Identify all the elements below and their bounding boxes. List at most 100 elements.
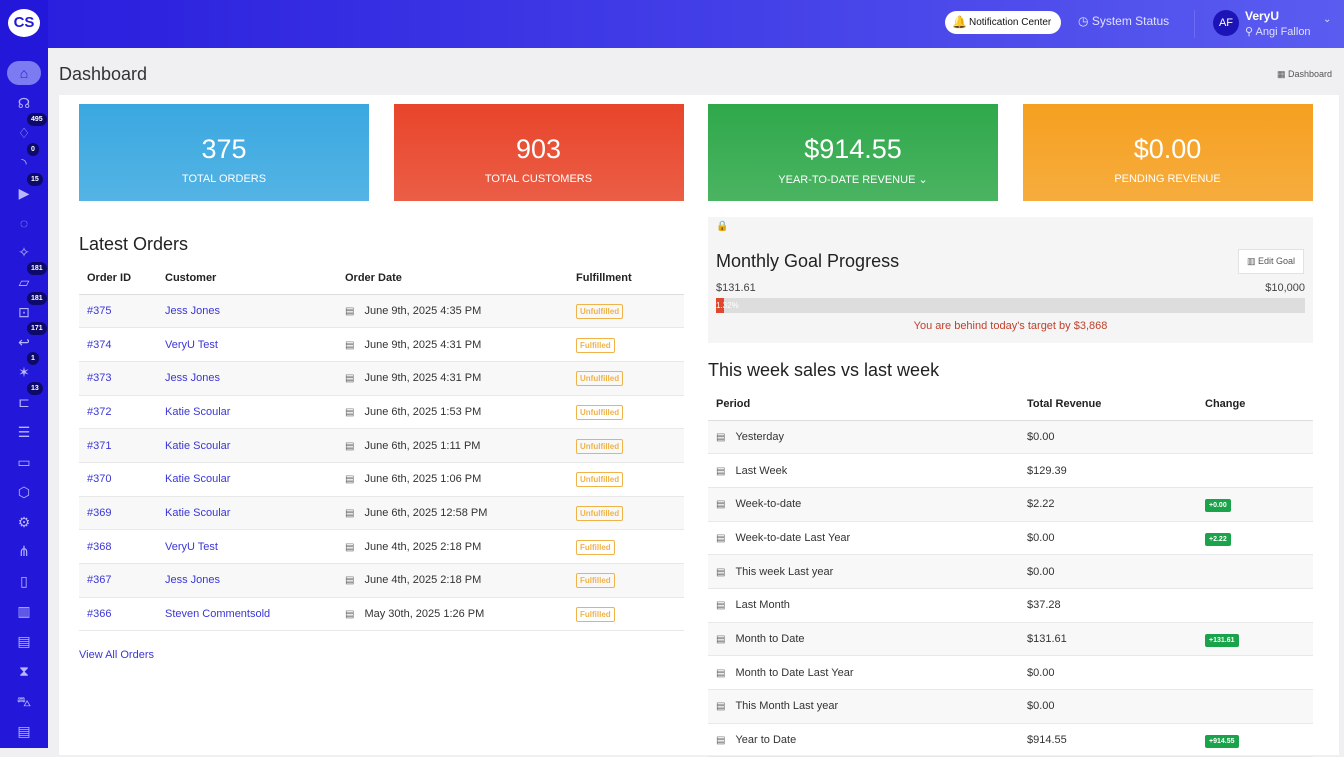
customer-link[interactable]: Jess Jones	[165, 372, 221, 385]
sidebar-item-screen[interactable]: ▭	[7, 450, 41, 474]
calendar-icon: ▤	[345, 541, 355, 553]
calendar-icon: ▤	[345, 373, 355, 385]
stat-card[interactable]: 375 TOTAL ORDERS	[79, 104, 369, 201]
revenue-value: $129.39	[1027, 464, 1067, 477]
calendar-icon: ▤	[716, 532, 726, 544]
customer-link[interactable]: Jess Jones	[165, 304, 221, 317]
stat-card[interactable]: $0.00 PENDING REVENUE	[1022, 104, 1313, 201]
sidebar-item-mobile[interactable]: ▯	[7, 569, 41, 593]
order-date: June 6th, 2025 1:53 PM	[364, 405, 482, 418]
period-label: Month to Date	[735, 632, 805, 645]
cart-icon: ⛍	[16, 692, 32, 709]
table-row[interactable]: #371 Katie Scoular ▤ June 6th, 2025 1:11 …	[79, 428, 684, 463]
sidebar-item-chat[interactable]: ◌	[7, 211, 41, 235]
edit-goal-button[interactable]: ▥ Edit Goal	[1237, 249, 1304, 274]
change-badge: +131.61	[1205, 633, 1239, 647]
sidebar-item-home[interactable]: ⌂	[7, 61, 41, 85]
order-id-link[interactable]: #375	[87, 304, 112, 317]
sidebar-item-gear[interactable]: ⚙	[7, 510, 41, 534]
sidebar-item-share[interactable]: ⋔	[7, 539, 41, 563]
clock-icon: ◷	[1078, 14, 1092, 28]
stat-value: 903	[515, 134, 562, 164]
order-id-link[interactable]: #368	[87, 540, 112, 553]
sidebar-item-return[interactable]: ↩ 171	[7, 322, 47, 354]
return-icon: ↩	[18, 334, 30, 351]
table-row: ▤ Month to Date $131.61 +131.61	[708, 622, 1313, 657]
table-row: ▤ This week Last year $0.00	[708, 554, 1313, 589]
calendar-icon: ▤	[345, 474, 355, 486]
order-id-link[interactable]: #374	[87, 338, 112, 351]
revenue-value: $131.61	[1027, 632, 1067, 645]
order-date: June 9th, 2025 4:31 PM	[364, 338, 482, 351]
edit-goal-label: Edit Goal	[1257, 256, 1295, 266]
order-id-link[interactable]: #371	[87, 439, 112, 452]
sidebar-item-ticket[interactable]: ⊏ 13	[7, 381, 43, 414]
sidebar-item-magic-wand[interactable]: ✧	[7, 240, 41, 264]
table-row[interactable]: #369 Katie Scoular ▤ June 6th, 2025 12:58…	[79, 496, 684, 531]
sidebar-item-document[interactable]: ▤	[7, 719, 41, 743]
sidebar-item-rss[interactable]: ◝ 0	[7, 142, 41, 175]
sidebar-item-box[interactable]: ▱ 181	[7, 262, 47, 294]
table-row[interactable]: #367 Jess Jones ▤ June 4th, 2025 2:18 PM …	[79, 563, 684, 598]
sidebar-item-cart[interactable]: ⛍	[7, 689, 41, 713]
order-id-link[interactable]: #373	[87, 372, 112, 385]
box-icon: ▱	[18, 274, 30, 291]
customer-link[interactable]: Katie Scoular	[165, 439, 231, 452]
rss-icon: ◝	[21, 154, 27, 171]
sidebar-item-cube[interactable]: ⬡	[7, 480, 41, 504]
col-change: Change	[1205, 388, 1313, 421]
period-label: Month to Date Last Year	[735, 666, 854, 679]
notification-center-button[interactable]: 🔔 Notification Center	[945, 11, 1062, 34]
table-row[interactable]: #375 Jess Jones ▤ June 9th, 2025 4:35 PM …	[79, 294, 684, 329]
table-row[interactable]: #373 Jess Jones ▤ June 9th, 2025 4:31 PM …	[79, 361, 684, 396]
fulfillment-badge: Fulfilled	[576, 573, 615, 589]
view-all-orders-link[interactable]: View All Orders	[79, 649, 154, 661]
customer-link[interactable]: Jess Jones	[165, 574, 221, 587]
goal-progress-fill: 1.32%	[716, 298, 739, 313]
sidebar-item-hourglass[interactable]: ⧗	[7, 659, 41, 683]
table-row[interactable]: #368 VeryU Test ▤ June 4th, 2025 2:18 PM …	[79, 529, 684, 564]
sidebar-item-analytics[interactable]: ▤	[7, 629, 41, 653]
sidebar-item-bar-chart[interactable]: ▥	[7, 599, 41, 623]
col-order-id: Order ID	[79, 262, 165, 295]
customer-link[interactable]: VeryU Test	[165, 338, 218, 351]
calendar-icon: ▤	[345, 609, 355, 621]
stat-card[interactable]: 903 TOTAL CUSTOMERS	[393, 104, 684, 201]
sidebar-item-scan[interactable]: ⊡ 181	[7, 292, 47, 324]
brand-logo[interactable]: CS	[8, 9, 40, 37]
system-status-link[interactable]: ◷ System Status	[1078, 14, 1169, 28]
table-row[interactable]: #366 Steven Commentsold ▤ May 30th, 2025 …	[79, 597, 684, 632]
fulfillment-badge: Fulfilled	[576, 337, 615, 353]
customer-link[interactable]: Katie Scoular	[165, 506, 231, 519]
order-id-link[interactable]: #372	[87, 405, 112, 418]
fulfillment-badge: Unfulfilled	[576, 505, 624, 521]
order-id-link[interactable]: #366	[87, 608, 112, 621]
sidebar-item-play[interactable]: ▶ 15	[7, 172, 43, 205]
period-label: Yesterday	[735, 430, 784, 443]
table-row[interactable]: #374 VeryU Test ▤ June 9th, 2025 4:31 PM …	[79, 327, 684, 362]
notification-label: Notification Center	[969, 17, 1052, 28]
table-row[interactable]: #370 Katie Scoular ▤ June 6th, 2025 1:06 …	[79, 462, 684, 497]
divider	[1194, 10, 1195, 38]
order-id-link[interactable]: #367	[87, 574, 112, 587]
stat-card[interactable]: $914.55 YEAR-TO-DATE REVENUE ⌄	[708, 104, 998, 201]
calendar-icon: ▤	[716, 431, 726, 443]
sidebar-item-party[interactable]: ✶ 1	[7, 352, 41, 384]
table-row[interactable]: #372 Katie Scoular ▤ June 6th, 2025 1:53 …	[79, 395, 684, 430]
sidebar-item-user-list[interactable]: ☰	[7, 420, 41, 444]
sidebar-item-tag[interactable]: ♢ 495	[7, 112, 47, 145]
avatar[interactable]: AF	[1213, 10, 1239, 36]
breadcrumb[interactable]: ▦ Dashboard	[1277, 69, 1332, 80]
chevron-down-icon[interactable]: ⌄	[1323, 14, 1332, 25]
calendar-icon: ▤	[716, 465, 726, 477]
customer-link[interactable]: Steven Commentsold	[165, 608, 271, 621]
orders-table: Order ID Customer Order Date Fulfillment…	[79, 262, 684, 632]
customer-link[interactable]: VeryU Test	[165, 540, 218, 553]
order-id-link[interactable]: #370	[87, 473, 112, 486]
customer-link[interactable]: Katie Scoular	[165, 405, 231, 418]
order-id-link[interactable]: #369	[87, 506, 112, 519]
customer-link[interactable]: Katie Scoular	[165, 473, 231, 486]
mobile-icon: ▯	[20, 573, 28, 590]
sidebar-item-headset[interactable]: ☊	[7, 91, 41, 115]
goal-message: You are behind today's target by $3,868	[913, 320, 1108, 332]
